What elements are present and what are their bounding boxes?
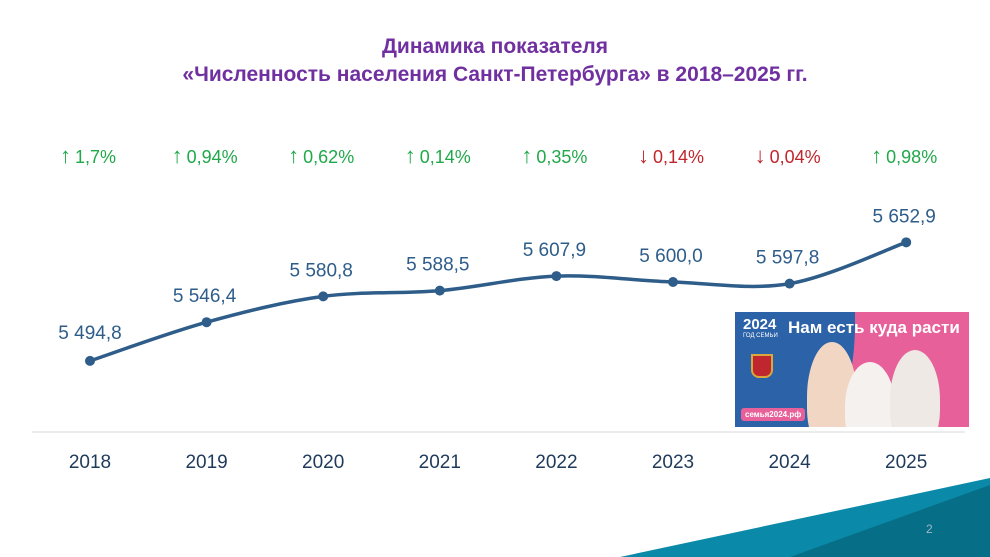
arrow-down-icon: ↓ (754, 143, 766, 168)
arrow-down-icon: ↓ (637, 143, 649, 168)
change-down: ↓ 0,14% (616, 143, 726, 169)
arrow-up-icon: ↑ (521, 143, 533, 168)
change-up: ↑ 0,35% (499, 143, 609, 169)
change-down: ↓ 0,04% (733, 143, 843, 169)
banner-logo: 2024 ГОД СЕМЬИ (743, 316, 778, 339)
change-up: ↑ 0,62% (266, 143, 376, 169)
coat-of-arms-icon (751, 354, 773, 378)
series-line (89, 240, 907, 363)
data-label: 5 494,8 (58, 323, 121, 344)
change-value: 1,7% (74, 147, 117, 167)
x-tick-label: 2019 (185, 452, 227, 473)
x-tick-label: 2025 (885, 452, 927, 473)
chart-title-line2: «Численность населения Санкт-Петербурга»… (182, 63, 808, 86)
data-label: 5 546,4 (173, 286, 237, 307)
decor-triangle-dark (790, 485, 990, 557)
arrow-up-icon: ↑ (288, 143, 300, 168)
change-up: ↑ 0,98% (849, 143, 959, 169)
data-label: 5 607,9 (523, 240, 586, 261)
change-value: 0,14% (419, 147, 471, 167)
change-up: ↑ 1,7% (33, 143, 143, 169)
change-up: ↑ 0,14% (383, 143, 493, 169)
x-tick-label: 2024 (768, 452, 811, 473)
change-value: 0,94% (186, 147, 238, 167)
banner-url[interactable]: семья2024.рф (741, 408, 806, 421)
x-tick-label: 2018 (69, 452, 111, 473)
data-label: 5 588,5 (406, 255, 469, 276)
data-point (85, 355, 95, 366)
data-point (668, 277, 678, 287)
page-number: 2 (926, 522, 933, 536)
change-value: 0,98% (886, 147, 938, 167)
change-value: 0,14% (652, 147, 705, 167)
data-point (901, 237, 912, 248)
change-value: 0,62% (303, 147, 355, 167)
data-point (784, 278, 795, 289)
arrow-up-icon: ↑ (871, 143, 883, 168)
family-year-banner[interactable]: 2024 ГОД СЕМЬИ Нам есть куда расти семья2… (735, 312, 969, 427)
arrow-up-icon: ↑ (404, 143, 416, 168)
arrow-up-icon: ↑ (59, 143, 71, 168)
data-label: 5 580,8 (289, 260, 352, 281)
change-value: 0,35% (536, 147, 588, 167)
arrow-up-icon: ↑ (171, 143, 183, 168)
x-tick-label: 2023 (652, 452, 694, 473)
data-point (201, 317, 212, 328)
x-tick-label: 2022 (535, 452, 577, 473)
banner-slogan: Нам есть куда расти (788, 318, 960, 337)
data-label: 5 600,0 (639, 246, 702, 267)
chart-title-line1: Динамика показателя (381, 35, 609, 58)
x-tick-label: 2020 (302, 452, 344, 473)
data-point (551, 271, 562, 282)
data-point (318, 291, 329, 302)
data-point (434, 285, 445, 296)
change-up: ↑ 0,94% (150, 143, 260, 169)
x-tick-label: 2021 (419, 452, 461, 473)
change-value: 0,04% (769, 147, 821, 167)
data-label: 5 652,9 (872, 206, 935, 227)
data-label: 5 597,8 (756, 248, 819, 269)
